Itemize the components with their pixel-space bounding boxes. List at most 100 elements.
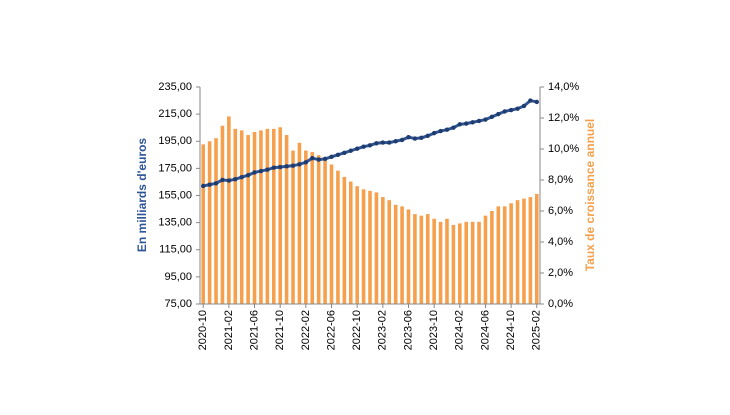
line-marker (233, 177, 238, 182)
bar (348, 181, 353, 304)
x-tick-label: 2024-06 (479, 310, 491, 350)
line-marker (265, 167, 270, 172)
line-marker (226, 178, 232, 183)
line-marker (361, 144, 366, 149)
bar (265, 128, 270, 304)
line-marker (483, 117, 488, 122)
line-marker (342, 150, 347, 155)
line-marker (534, 99, 539, 105)
line-marker (316, 157, 321, 162)
line-marker (297, 162, 302, 167)
bar (432, 218, 436, 304)
line-marker (438, 128, 443, 134)
line-marker (521, 103, 527, 109)
bar (522, 198, 526, 304)
bar (259, 130, 263, 304)
bar (342, 176, 347, 304)
x-tick-label: 2023-10 (428, 310, 440, 350)
y-axis-title: En milliards d'euros (135, 138, 149, 253)
bar (400, 206, 404, 304)
line-marker (207, 182, 212, 187)
bar (413, 214, 417, 304)
bar (278, 127, 282, 304)
bar (445, 218, 449, 304)
x-tick-label: 2024-10 (505, 310, 517, 350)
x-tick-label: 2023-02 (377, 310, 389, 350)
bar (381, 197, 385, 304)
bar (214, 138, 218, 304)
x-tick-label: 2020-10 (197, 310, 209, 350)
line-marker (252, 170, 257, 175)
bar (528, 197, 533, 304)
line-marker (284, 164, 289, 169)
y2-tick-label: 0,0% (548, 298, 573, 310)
line-marker (451, 125, 456, 130)
line-marker (476, 118, 482, 124)
bar (297, 142, 302, 304)
line-marker (496, 111, 501, 117)
line-marker (425, 133, 430, 139)
line-marker (470, 120, 475, 125)
y2-tick-label: 10,0% (548, 143, 579, 155)
bar (220, 125, 225, 304)
line-marker (399, 137, 405, 143)
y-tick-label: 155,00 (158, 189, 192, 201)
line-marker (431, 130, 437, 136)
bar (515, 200, 520, 304)
line-marker (213, 181, 219, 186)
line-marker (406, 134, 411, 140)
bar (438, 221, 443, 304)
y-tick-label: 135,00 (158, 217, 192, 229)
line-marker (419, 135, 424, 141)
bar (393, 204, 398, 304)
y-tick-label: 215,00 (158, 108, 192, 120)
bar (304, 150, 308, 304)
line-marker (354, 146, 360, 151)
x-tick-label: 2022-02 (300, 310, 312, 350)
bar (201, 144, 206, 304)
line-marker (290, 163, 296, 168)
y2-tick-label: 12,0% (548, 112, 579, 124)
bar (233, 128, 238, 304)
line-marker (322, 156, 328, 162)
bar (374, 192, 379, 304)
bar (336, 170, 340, 304)
bar (464, 221, 469, 304)
line-marker (508, 107, 514, 113)
line-marker (457, 122, 463, 127)
y-tick-label: 115,00 (159, 244, 192, 256)
bar (502, 206, 507, 304)
line-marker (310, 156, 315, 161)
line-marker (374, 141, 379, 146)
y-tick-label: 75,00 (164, 298, 192, 310)
bar (252, 131, 257, 304)
bar (509, 203, 513, 304)
bar (361, 189, 366, 304)
bar (490, 211, 494, 304)
bar (483, 215, 488, 304)
x-tick-label: 2021-06 (248, 310, 260, 350)
line-marker (528, 98, 533, 103)
bar (329, 164, 334, 304)
line-marker (464, 121, 469, 126)
bar (496, 206, 501, 304)
bar (316, 155, 321, 304)
line-marker (515, 106, 520, 111)
x-tick-label: 2022-10 (351, 310, 363, 350)
y2-tick-label: 2,0% (548, 267, 573, 279)
bar (451, 224, 456, 304)
y-tick-label: 175,00 (158, 162, 192, 174)
bar (425, 214, 430, 304)
line-marker (303, 160, 309, 165)
y2-axis-title: Taux de croissance annuel (583, 119, 597, 272)
bar (284, 135, 289, 304)
x-tick-label: 2023-06 (402, 310, 414, 350)
x-tick-label: 2022-06 (325, 310, 337, 350)
line-marker (348, 148, 353, 153)
bar (368, 190, 372, 304)
bar (406, 209, 411, 304)
line-marker (329, 154, 334, 160)
bar (387, 200, 392, 304)
line-marker (220, 177, 225, 183)
bar (458, 223, 462, 304)
